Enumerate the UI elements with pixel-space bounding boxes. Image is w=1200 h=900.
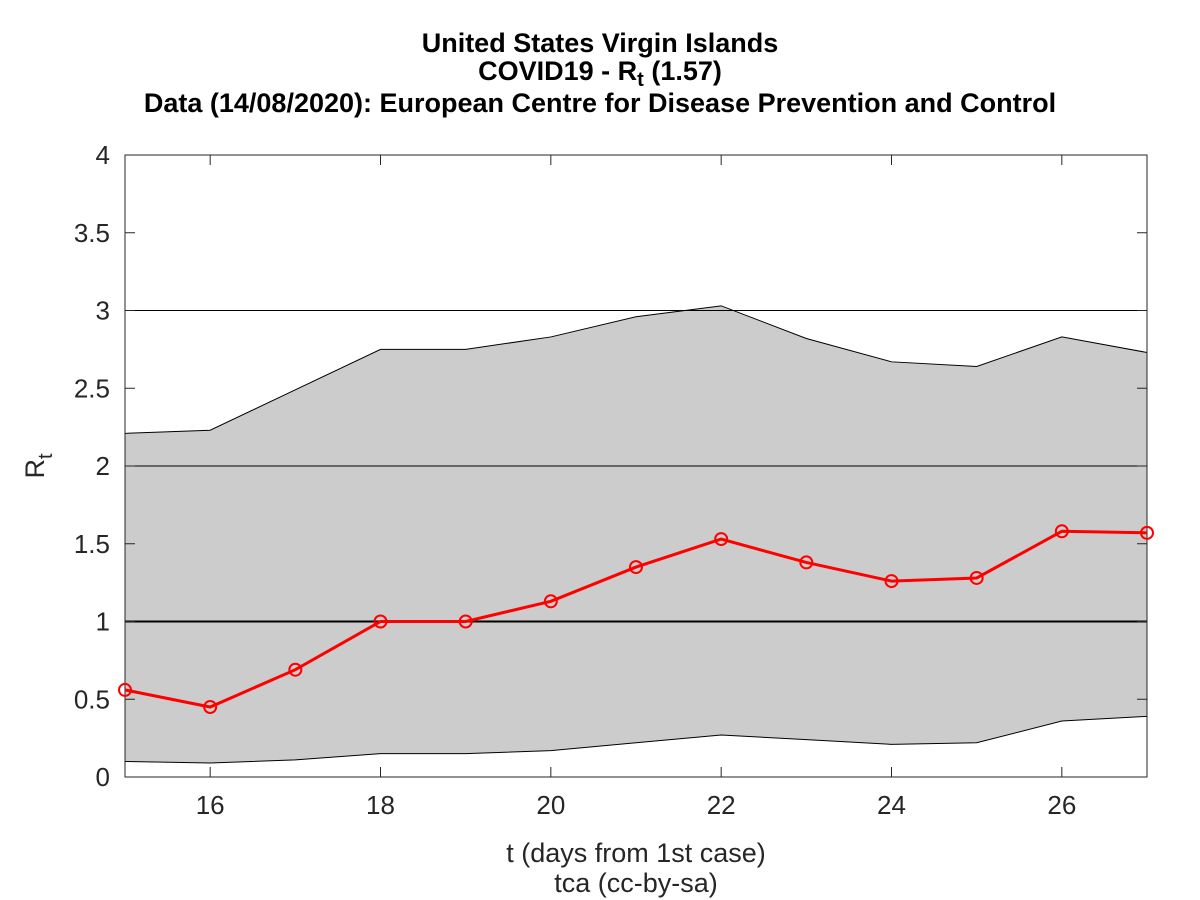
data-point-21 xyxy=(629,560,643,575)
data-point-17 xyxy=(288,662,303,677)
y-axis-label: Rt xyxy=(20,453,57,479)
ticks-layer: 16 18 20 22 24 26 0 0.5 1 1.5 2 2.5 3 3.5 4 xyxy=(74,140,1147,820)
x-tick-label-16: 16 xyxy=(196,790,225,820)
reference-lines-layer xyxy=(125,310,1147,623)
band-upper-edge xyxy=(124,305,1148,434)
y-tick-label-2-5: 2.5 xyxy=(74,373,110,403)
data-point-16 xyxy=(203,700,218,715)
x-tick-label-22: 22 xyxy=(707,790,736,820)
data-point-26 xyxy=(1054,524,1069,539)
chart-title: United States Virgin Islands xyxy=(421,28,779,58)
y-tick-label-4: 4 xyxy=(96,140,110,170)
data-point-19 xyxy=(458,614,473,629)
y-tick-label-1: 1 xyxy=(96,607,110,637)
data-point-23 xyxy=(799,555,814,570)
y-tick-label-3-5: 3.5 xyxy=(74,218,110,248)
x-tick-label-18: 18 xyxy=(366,790,395,820)
chart-source-line: Data (14/08/2020): European Centre for D… xyxy=(143,88,1057,118)
band-lower-edge xyxy=(124,715,1148,764)
y-tick-label-3: 3 xyxy=(96,296,110,326)
y-tick-label-1-5: 1.5 xyxy=(74,529,110,559)
subtitle-subscript: t xyxy=(637,69,644,91)
caption: tca (cc-by-sa) xyxy=(554,868,718,898)
chart-subtitle: COVID19 - Rt (1.57) xyxy=(0,56,1200,92)
data-point-18 xyxy=(373,614,388,629)
data-point-27 xyxy=(1140,525,1154,540)
data-point-22 xyxy=(714,532,729,547)
data-point-20 xyxy=(543,594,558,609)
data-point-24 xyxy=(884,574,899,589)
x-axis-label: t (days from 1st case) xyxy=(506,838,766,868)
y-axis-label-sub: t xyxy=(35,453,57,459)
x-tick-label-24: 24 xyxy=(877,790,906,820)
y-tick-label-0-5: 0.5 xyxy=(74,684,110,714)
rt-line xyxy=(124,529,1148,709)
x-tick-label-20: 20 xyxy=(536,790,565,820)
x-tick-label-26: 26 xyxy=(1047,790,1076,820)
subtitle-suffix: (1.57) xyxy=(643,56,722,86)
y-tick-label-2: 2 xyxy=(96,451,110,481)
y-tick-label-0: 0 xyxy=(96,762,110,792)
y-axis-label-main: R xyxy=(20,459,50,479)
confidence-band xyxy=(125,305,1147,764)
confidence-band-layer xyxy=(124,305,1148,764)
subtitle-prefix: COVID19 - R xyxy=(478,56,638,86)
data-point-15 xyxy=(118,682,132,697)
data-point-25 xyxy=(969,570,984,585)
series-layer xyxy=(118,524,1154,715)
